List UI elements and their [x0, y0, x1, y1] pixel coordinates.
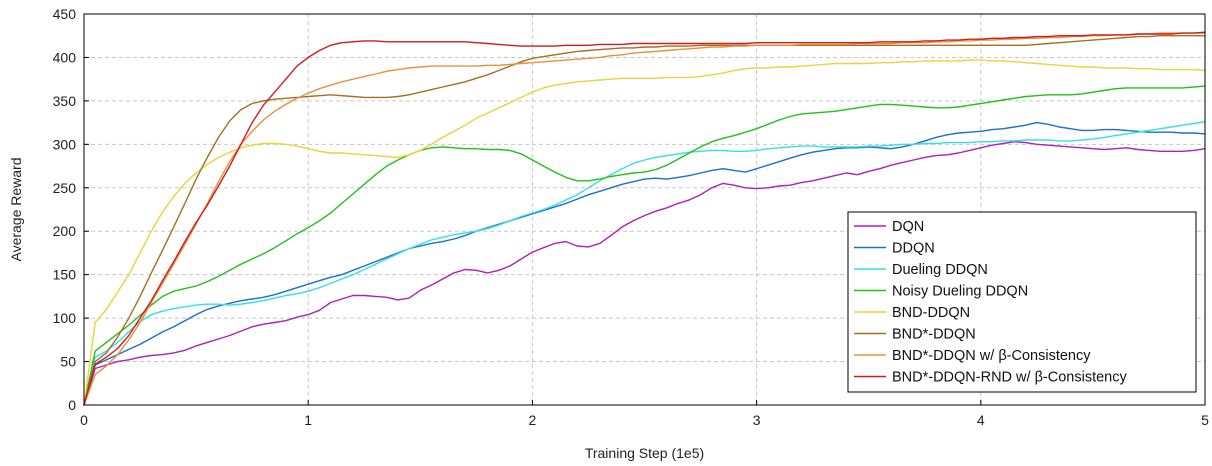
- legend-box: [847, 211, 1197, 393]
- y-axis-label: Average Reward: [8, 157, 24, 261]
- series-line-noisy-dueling-ddqn: [83, 85, 1206, 406]
- series-line-bnd-ddqn: [83, 59, 1206, 406]
- legend-label: BND*-DDQN: [892, 327, 976, 343]
- x-tick-label: 4: [977, 412, 985, 428]
- y-tick-label: 350: [53, 93, 77, 109]
- legend-label: BND*-DDQN-RND w/ β-Consistency: [892, 370, 1127, 386]
- y-tick-label: 450: [53, 6, 77, 22]
- series-line-bnd-ddqn: [83, 35, 1206, 406]
- plot-frame: [83, 13, 1206, 406]
- y-tick-label: 300: [53, 136, 77, 152]
- y-tick-label: 0: [68, 397, 76, 413]
- y-tick-label: 50: [60, 354, 76, 370]
- y-tick-label: 250: [53, 180, 77, 196]
- legend-label: BND-DDQN: [892, 305, 970, 321]
- series-line-ddqn: [83, 121, 1206, 406]
- x-tick-label: 2: [529, 412, 537, 428]
- x-tick-label: 3: [753, 412, 761, 428]
- y-tick-label: 100: [53, 310, 77, 326]
- legend-label: Dueling DDQN: [892, 262, 988, 278]
- legend-label: Noisy Dueling DDQN: [892, 284, 1028, 300]
- legend: DQN DDQN Dueling DDQN Noisy Dueling DDQN BND…: [847, 211, 1197, 393]
- y-tick-label: 400: [53, 49, 77, 65]
- y-tick-label: 200: [53, 223, 77, 239]
- series-line-dueling-ddqn: [83, 120, 1206, 406]
- x-tick-label: 0: [80, 412, 88, 428]
- series-line-bnd-ddqn-w-consistency: [83, 32, 1206, 406]
- x-tick-label: 5: [1201, 412, 1209, 428]
- x-axis-label: Training Step (1e5): [585, 445, 704, 461]
- legend-label: DDQN: [892, 241, 935, 257]
- legend-label: BND*-DDQN w/ β-Consistency: [892, 348, 1091, 364]
- x-tick-label: 1: [304, 412, 312, 428]
- series-line-dqn: [83, 140, 1206, 406]
- series-line-bnd-ddqn-rnd-w-consistency: [83, 31, 1206, 406]
- legend-label: DQN: [892, 219, 924, 235]
- series-lines: [83, 31, 1206, 406]
- y-tick-label: 150: [53, 267, 77, 283]
